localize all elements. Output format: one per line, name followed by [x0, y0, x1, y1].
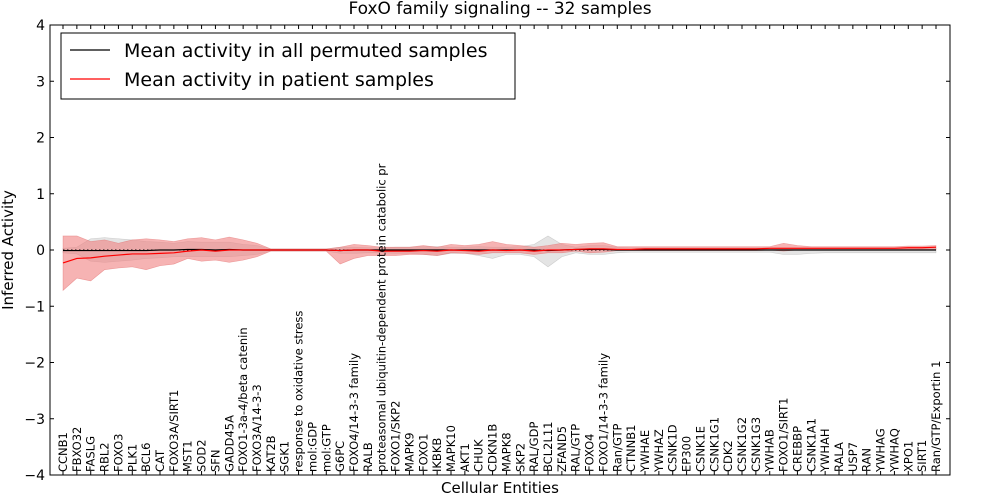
x-label-cat: CAT: [153, 449, 167, 472]
x-label-foxo4: FOXO4: [583, 434, 597, 472]
x-label-usp7: USP7: [846, 442, 860, 472]
x-label-ran-gtp-exportin-1: Ran/GTP/Exportin 1: [929, 361, 943, 472]
band-patient: [62, 235, 937, 292]
legend-label-patient: Mean activity in patient samples: [124, 69, 434, 91]
y-tick-label: −4: [24, 468, 45, 484]
x-label-foxo1-14-3-3-family: FOXO1/14-3-3 family: [596, 353, 610, 472]
x-label-ikbkb: IKBKB: [430, 438, 444, 472]
x-label-sirt1: SIRT1: [915, 440, 929, 472]
x-label-foxo3a-sirt1: FOXO3A/SIRT1: [167, 390, 181, 472]
x-label-bcl6: BCL6: [139, 443, 153, 472]
x-label-ep300: EP300: [680, 436, 694, 472]
x-label-csnk1g2: CSNK1G2: [735, 417, 749, 472]
x-label-csnk1g1: CSNK1G1: [707, 417, 721, 472]
y-tick-label: 0: [36, 243, 45, 259]
y-tick-label: −1: [24, 299, 45, 315]
x-axis-category-labels: CCNB1 FBXO32 FASLG RBL2 FOXO3 PLK1 BCL6 CAT FOXO…: [56, 163, 943, 473]
x-label-xpo1: XPO1: [901, 441, 915, 472]
x-label-ywhaq: YWHAQ: [887, 428, 901, 473]
x-label-cdkn1b: CDKN1B: [486, 424, 500, 472]
x-label-sgk1: SGK1: [278, 441, 292, 472]
x-axis-ticks: [62, 25, 937, 475]
x-label-chuk: CHUK: [472, 439, 486, 472]
x-label-proteasomal-ubiquitin-dependent-protein-catabolic-pr: proteasomal ubiquitin-dependent protein …: [375, 163, 389, 472]
x-label-foxo4-14-3-3-family: FOXO4/14-3-3 family: [347, 353, 361, 472]
x-label-ywhaz: YWHAZ: [652, 429, 666, 473]
x-label-ywhah: YWHAH: [818, 428, 832, 473]
x-label-foxo3: FOXO3: [111, 434, 125, 472]
x-label-mst1: MST1: [181, 440, 195, 472]
legend: Mean activity in all permuted samples Me…: [60, 32, 516, 100]
x-label-foxo1: FOXO1: [416, 434, 430, 472]
x-axis-label: Cellular Entities: [441, 479, 559, 497]
x-label-zfand5: ZFAND5: [555, 426, 569, 472]
line-patient: [62, 246, 937, 264]
x-label-g6pc: G6PC: [333, 441, 347, 472]
y-tick-label: 3: [36, 74, 45, 90]
x-label-mapk10: MAPK10: [444, 425, 458, 472]
plot-frame: [49, 24, 951, 476]
x-label-foxo1-sirt1: FOXO1/SIRT1: [777, 397, 791, 472]
x-label-crebbp: CREBBP: [790, 426, 804, 472]
x-label-foxo1-skp2: FOXO1/SKP2: [389, 401, 403, 472]
x-label-ywhab: YWHAB: [763, 429, 777, 473]
legend-box: [60, 32, 516, 100]
x-label-csnk1d: CSNK1D: [666, 424, 680, 472]
y-tick-label: 4: [36, 18, 45, 34]
x-label-plk1: PLK1: [125, 444, 139, 472]
legend-label-permuted: Mean activity in all permuted samples: [124, 40, 487, 62]
x-label-ran: RAN: [860, 448, 874, 472]
x-label-sod2: SOD2: [195, 439, 209, 472]
y-tick-label: −2: [24, 356, 45, 372]
series-lines: [62, 246, 937, 264]
x-label-ctnnb1: CTNNB1: [624, 425, 638, 472]
chart-title: FoxO family signaling -- 32 samples: [348, 0, 651, 19]
x-label-mol-gdp: mol:GDP: [305, 422, 319, 472]
x-label-response-to-oxidative-stress: response to oxidative stress: [292, 311, 306, 472]
x-label-mol-gtp: mol:GTP: [319, 424, 333, 472]
x-label-rbl2: RBL2: [98, 442, 112, 472]
x-label-csnk1e: CSNK1E: [693, 426, 707, 472]
x-label-akt1: AKT1: [458, 443, 472, 472]
x-label-rala: RALA: [832, 442, 846, 472]
y-tick-label: −3: [24, 412, 45, 428]
x-label-foxo3a-14-3-3: FOXO3A/14-3-3: [250, 384, 264, 472]
x-label-ywhag: YWHAG: [874, 428, 888, 473]
x-label-ral-gdp: RAL/GDP: [527, 422, 541, 472]
x-label-skp2: SKP2: [513, 443, 527, 472]
x-label-mapk9: MAPK9: [402, 432, 416, 472]
x-label-ral-gtp: RAL/GTP: [569, 424, 583, 472]
x-label-gadd45a: GADD45A: [222, 415, 236, 472]
y-tick-label: 2: [36, 131, 45, 147]
y-axis-ticks: 4 3 2 1 0 −1 −2 −3 −4: [24, 18, 950, 484]
confidence-bands: [62, 235, 937, 292]
x-label-foxo1-3a-4-beta-catenin: FOXO1-3a-4/beta catenin: [236, 327, 250, 472]
x-label-faslg: FASLG: [84, 436, 98, 472]
x-label-csnk1g3: CSNK1G3: [749, 417, 763, 472]
y-tick-label: 1: [36, 187, 45, 203]
x-label-kat2b: KAT2B: [264, 435, 278, 472]
x-label-ccnb1: CCNB1: [56, 432, 70, 472]
x-label-csnk1a1: CSNK1A1: [804, 418, 818, 472]
x-label-sfn: SFN: [208, 449, 222, 472]
x-label-ywhae: YWHAE: [638, 430, 652, 473]
x-label-cdk2: CDK2: [721, 440, 735, 472]
x-label-fbxo32: FBXO32: [70, 427, 84, 472]
y-axis-label: Inferred Activity: [0, 190, 17, 310]
x-label-bcl2l11: BCL2L11: [541, 422, 555, 472]
x-label-mapk8: MAPK8: [499, 432, 513, 472]
x-label-ran-gtp: Ran/GTP: [610, 424, 624, 472]
x-label-ralb: RALB: [361, 442, 375, 472]
